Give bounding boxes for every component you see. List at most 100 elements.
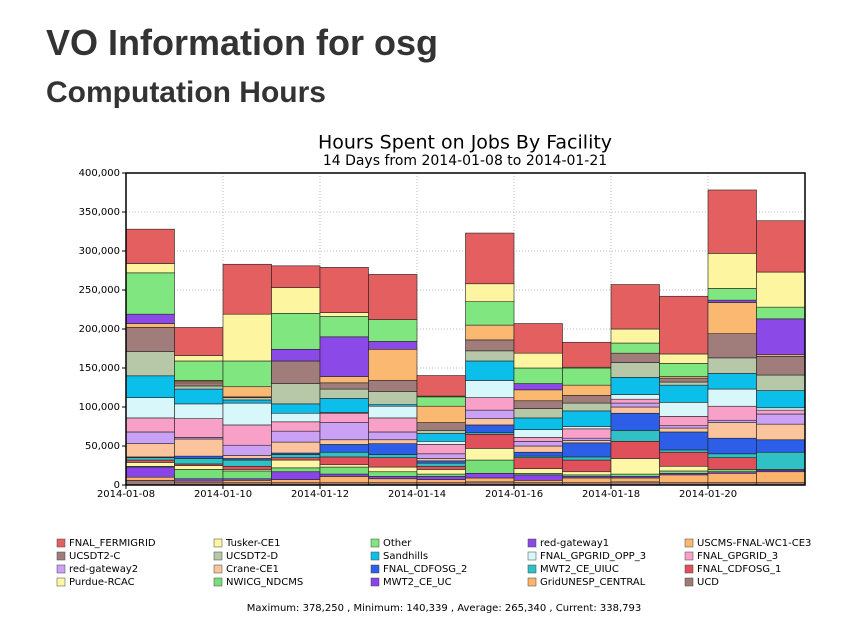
bar-segment [610, 342, 660, 354]
bar-segment [222, 470, 272, 480]
bar-segment [174, 478, 224, 482]
bar-segment [125, 476, 175, 481]
bar-segment [222, 480, 272, 483]
bar-segment [465, 433, 515, 449]
bar-segment [174, 355, 224, 362]
legend-swatch [684, 551, 694, 561]
bar-segment [610, 402, 660, 408]
bar-segment [271, 430, 321, 443]
bar-segment [513, 352, 563, 369]
bar-segment [416, 444, 466, 455]
bar-segment [610, 398, 660, 404]
bar-segment [271, 457, 321, 461]
bar-segment [659, 402, 709, 417]
bar-segment [319, 439, 369, 445]
bar-segment [222, 455, 272, 459]
legend-swatch [684, 564, 694, 574]
legend-label: GridUNESP_CENTRAL [540, 577, 646, 588]
bar-segment [707, 373, 757, 390]
bar-segment [125, 228, 175, 264]
bar-segment [610, 477, 660, 483]
legend-label: FNAL_CDFOSG_2 [383, 564, 467, 575]
bar-segment [174, 385, 224, 390]
bar-segment [610, 473, 660, 477]
bar-segment [319, 388, 369, 399]
bar-segment [659, 416, 709, 427]
bar-segment [319, 456, 369, 466]
bar-segment [416, 458, 466, 462]
legend-swatch [527, 551, 537, 561]
bar-segment [707, 457, 757, 470]
bar-segment [368, 380, 418, 392]
bar-segment [465, 360, 515, 381]
bar-segment [174, 382, 224, 387]
bar-segment [707, 189, 757, 254]
bar-segment [610, 328, 660, 344]
bar-segment [368, 454, 418, 458]
chart-title: Hours Spent on Jobs By Facility [318, 132, 612, 154]
bar-segment [174, 403, 224, 420]
bar-segment [271, 313, 321, 350]
bar-segment [562, 477, 612, 483]
legend-label: red-gateway2 [69, 564, 138, 575]
legend-swatch [684, 577, 694, 587]
bar-segment [707, 299, 757, 303]
x-tick-label: 2014-01-16 [485, 489, 543, 500]
bar-segment [125, 313, 175, 324]
bar-segment [222, 402, 272, 426]
bar-segment [707, 388, 757, 407]
legend-label: Sandhills [383, 551, 428, 562]
bar-segment [222, 360, 272, 388]
bar-segment [416, 441, 466, 445]
bar-segment [174, 327, 224, 356]
bar-segment [659, 470, 709, 474]
legend-label: NWICG_NDCMS [226, 577, 303, 588]
bar-segment [659, 431, 709, 451]
bar-segment [562, 440, 612, 444]
bar-segment [368, 319, 418, 342]
bar-segment [271, 412, 321, 423]
page-subtitle: Computation Hours [46, 76, 326, 109]
bar-segment [659, 465, 709, 472]
bar-segment [707, 333, 757, 359]
legend-label: FNAL_GPGRID_3 [697, 551, 778, 562]
bar-segment [610, 352, 660, 363]
bar-segment [465, 350, 515, 362]
legend-swatch [213, 538, 223, 548]
bar-segment [319, 376, 369, 384]
legend-swatch [370, 551, 380, 561]
bar-segment [319, 267, 369, 313]
bar-segment [562, 442, 612, 458]
bar-segment [562, 456, 612, 461]
bar-segment [659, 381, 709, 386]
x-tick-label: 2014-01-12 [291, 489, 349, 500]
page-title: VO Information for osg [46, 22, 438, 63]
bar-segment [707, 405, 757, 421]
bar-segment [222, 399, 272, 404]
bar-segment [756, 409, 806, 415]
bar-segment [368, 476, 418, 480]
bar-segment [756, 271, 806, 308]
bar-segment [271, 383, 321, 405]
bar-segment [319, 451, 369, 458]
x-tick-label: 2014-01-18 [582, 489, 640, 500]
bar-segment [659, 384, 709, 403]
legend-label: UCSDT2-C [69, 551, 120, 562]
bar-segment [659, 451, 709, 467]
x-tick-label: 2014-01-08 [97, 489, 155, 500]
bar-segment [659, 425, 709, 429]
bar-segment [222, 397, 272, 401]
legend-swatch [527, 564, 537, 574]
bar-segment [125, 457, 175, 461]
bar-segment [756, 318, 806, 356]
bar-segment [125, 397, 175, 419]
bar-segment [125, 263, 175, 274]
bar-segment [319, 382, 369, 390]
bar-segment [222, 465, 272, 470]
bar-segment [756, 407, 806, 411]
bar-segment [271, 287, 321, 314]
bar-segment [513, 474, 563, 481]
bar-segment [222, 424, 272, 446]
bar-segment [610, 406, 660, 414]
bar-segment [174, 455, 224, 459]
